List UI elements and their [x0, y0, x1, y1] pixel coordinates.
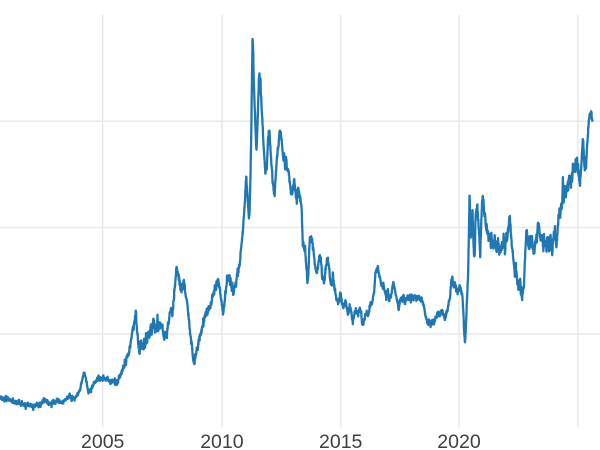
svg-text:2010: 2010 [200, 431, 244, 450]
svg-text:2020: 2020 [437, 431, 481, 450]
svg-text:2005: 2005 [81, 431, 125, 450]
svg-text:2015: 2015 [319, 431, 363, 450]
